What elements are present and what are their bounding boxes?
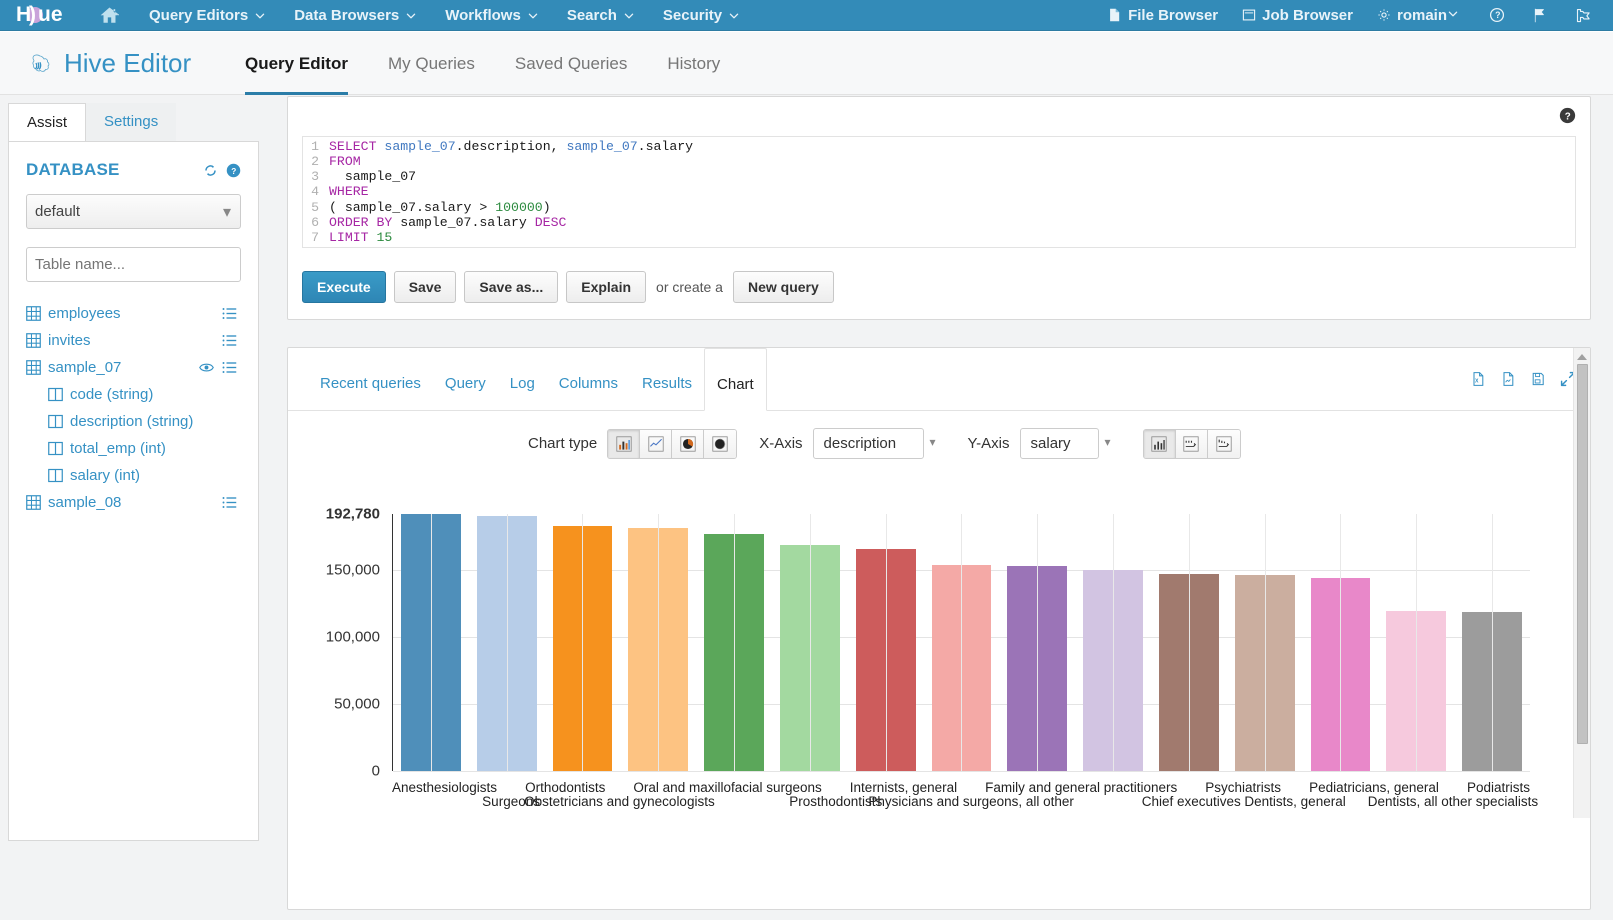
svg-text:): ) — [29, 4, 36, 26]
svg-text:?: ? — [231, 166, 236, 175]
svg-text:X: X — [1475, 379, 1479, 385]
svg-text:?: ? — [1565, 111, 1571, 122]
svg-text:ue: ue — [38, 4, 63, 26]
svg-text:?: ? — [1495, 10, 1500, 20]
